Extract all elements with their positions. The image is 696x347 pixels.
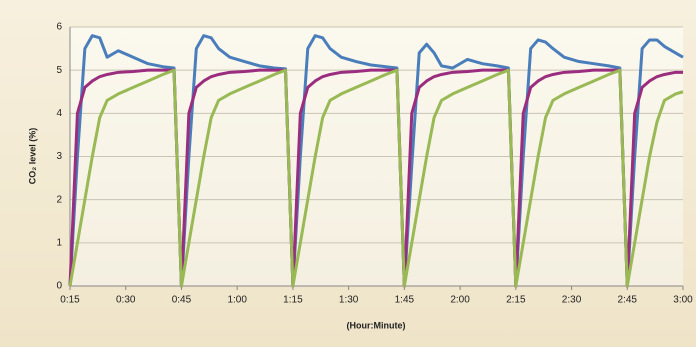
y-tick-label: 3 (56, 151, 62, 162)
x-tick-label: 0:15 (60, 295, 80, 306)
x-tick-label: 2:45 (618, 295, 638, 306)
x-tick-label: 2:00 (450, 295, 470, 306)
y-axis-title: CO₂ level (%) (27, 128, 37, 185)
x-axis-title: (Hour:Minute) (347, 320, 406, 330)
x-tick-label: 0:30 (116, 295, 136, 306)
x-tick-label: 0:45 (172, 295, 192, 306)
x-tick-label: 1:15 (283, 295, 303, 306)
x-tick-label: 2:15 (506, 295, 526, 306)
x-tick-label: 1:45 (395, 295, 415, 306)
x-tick-label: 3:00 (673, 295, 693, 306)
y-tick-label: 2 (56, 194, 62, 205)
y-tick-label: 1 (56, 237, 62, 248)
line-series (68, 68, 684, 288)
y-tick-label: 6 (56, 22, 62, 33)
y-tick-label: 4 (56, 108, 62, 119)
x-tick-label: 1:30 (339, 295, 359, 306)
x-tick-label: 1:00 (227, 295, 247, 306)
y-tick-label: 0 (56, 281, 62, 292)
x-tick-label: 2:30 (562, 295, 582, 306)
y-tick-label: 5 (56, 65, 62, 76)
